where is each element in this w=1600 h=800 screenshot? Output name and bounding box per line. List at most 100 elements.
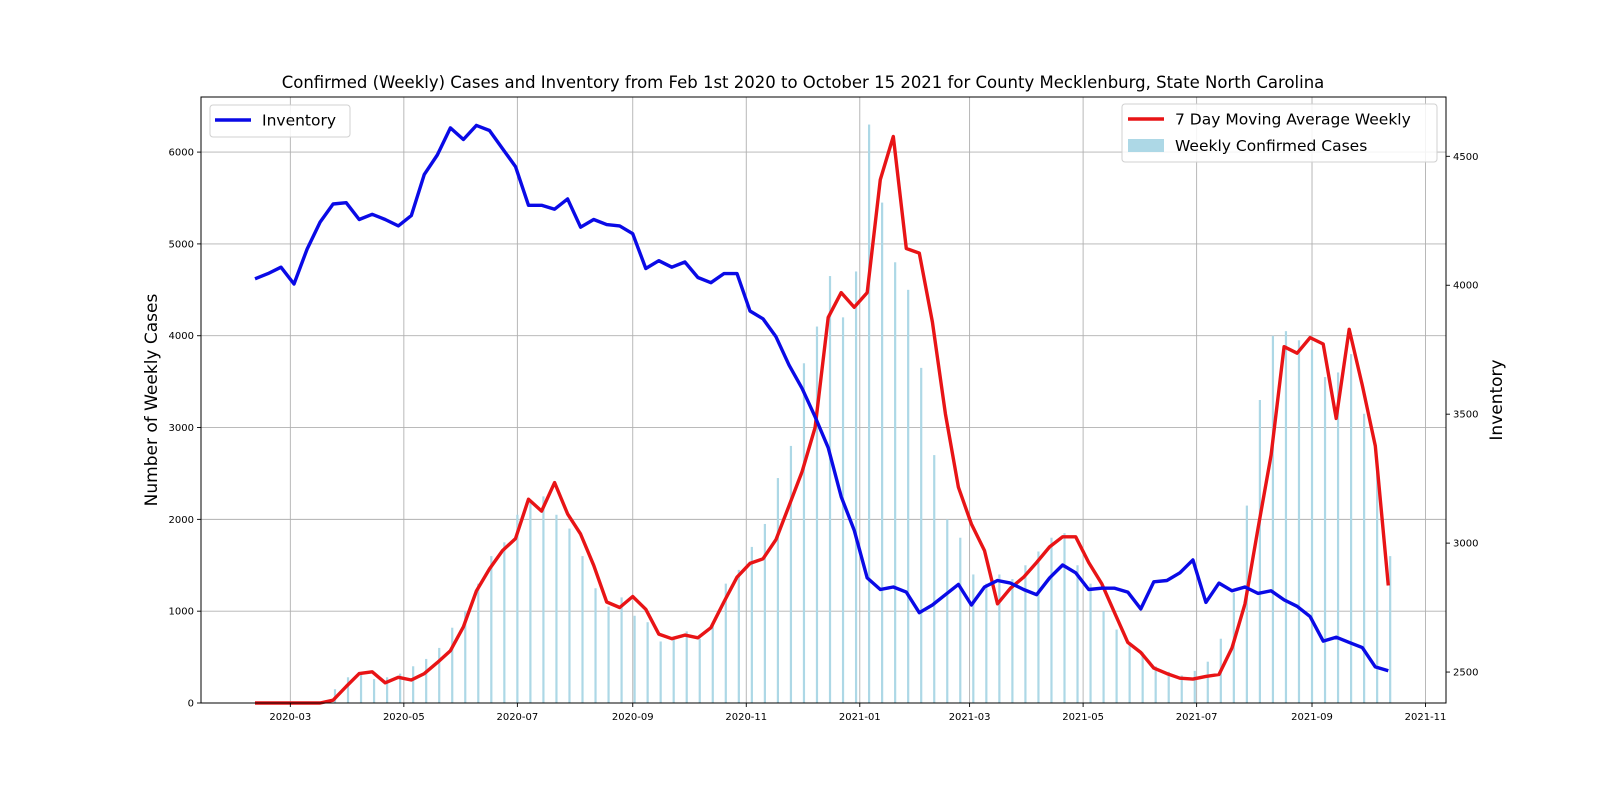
bar-weekly-confirmed-cases: [1284, 331, 1288, 703]
bar-weekly-confirmed-cases: [998, 574, 1001, 703]
bar-weekly-confirmed-cases: [763, 523, 766, 703]
bar-weekly-confirmed-cases: [685, 631, 688, 703]
bar-weekly-confirmed-cases: [1167, 671, 1170, 703]
bar-weekly-confirmed-cases: [1063, 533, 1066, 703]
bar-weekly-confirmed-cases: [1180, 675, 1183, 703]
bar-weekly-confirmed-cases: [698, 638, 701, 703]
bar-weekly-confirmed-cases: [881, 202, 884, 703]
x-tick-label: 2021-01: [839, 712, 881, 723]
x-tick-label: 2020-09: [612, 712, 654, 723]
bar-weekly-confirmed-cases: [1128, 643, 1131, 703]
bar-weekly-confirmed-cases: [1076, 565, 1079, 703]
bar-weekly-confirmed-cases: [1245, 505, 1248, 703]
bar-weekly-confirmed-cases: [372, 679, 376, 703]
bar-weekly-confirmed-cases: [828, 276, 832, 703]
y-tick-label-left: 6000: [169, 148, 194, 159]
bar-weekly-confirmed-cases: [1154, 666, 1157, 703]
bar-weekly-confirmed-cases: [1363, 413, 1366, 703]
bar-weekly-confirmed-cases: [1336, 372, 1340, 703]
bar-weekly-confirmed-cases: [920, 367, 923, 703]
bar-weekly-confirmed-cases: [1050, 537, 1053, 703]
x-tick-label: 2021-11: [1405, 712, 1447, 723]
x-tick-label: 2020-05: [383, 712, 425, 723]
legend-label-weekly-cases: Weekly Confirmed Cases: [1175, 137, 1367, 155]
inventory-line: [254, 123, 1389, 673]
bar-weekly-confirmed-cases: [568, 528, 571, 703]
x-tick-label: 2021-09: [1291, 712, 1333, 723]
bar-weekly-confirmed-cases: [1376, 464, 1379, 703]
bar-weekly-confirmed-cases: [1271, 335, 1275, 703]
moving-average-line: [255, 134, 1390, 705]
bar-weekly-confirmed-cases: [1310, 349, 1314, 703]
tick-layer: 2020-03 2020-05 2020-07 2020-09 2020-11 2021-…: [169, 148, 1479, 723]
bar-weekly-confirmed-cases: [1232, 592, 1235, 703]
bar-weekly-confirmed-cases: [815, 326, 819, 703]
bar-weekly-confirmed-cases: [581, 556, 584, 703]
bar-weekly-confirmed-cases: [385, 677, 389, 703]
bar-weekly-confirmed-cases: [1115, 629, 1118, 703]
bar-weekly-confirmed-cases: [854, 271, 858, 703]
legend-left: Inventory: [209, 104, 351, 138]
bar-weekly-confirmed-cases: [477, 583, 480, 703]
bar-weekly-confirmed-cases: [542, 496, 545, 703]
bar-weekly-confirmed-cases: [503, 542, 506, 703]
bar-weekly-confirmed-cases: [464, 611, 467, 703]
bar-weekly-confirmed-cases: [451, 627, 454, 703]
bar-weekly-confirmed-cases: [1193, 670, 1196, 703]
x-tick-label: 2020-11: [725, 712, 767, 723]
bar-weekly-confirmed-cases: [594, 588, 597, 703]
bar-weekly-confirmed-cases: [1297, 340, 1301, 703]
bar-weekly-confirmed-cases: [867, 124, 871, 703]
bar-weekly-confirmed-cases: [425, 658, 428, 703]
plot-frame: [200, 96, 1447, 704]
bar-weekly-confirmed-cases: [1024, 565, 1027, 703]
legend-right: 7 Day Moving Average Weekly Weekly Confir…: [1121, 103, 1438, 163]
bar-weekly-confirmed-cases: [412, 666, 415, 703]
y-tick-label-left: 0: [188, 699, 194, 710]
y-tick-label-left: 3000: [169, 423, 194, 434]
bar-weekly-confirmed-cases: [802, 363, 806, 703]
legend-box: [209, 104, 351, 138]
bar-weekly-confirmed-cases: [659, 641, 662, 703]
chart-title: Confirmed (Weekly) Cases and Inventory f…: [282, 73, 1325, 92]
line-layer: [254, 123, 1390, 705]
y-tick-label-right: 3000: [1453, 539, 1478, 550]
bar-weekly-confirmed-cases: [959, 537, 962, 703]
bar-weekly-confirmed-cases: [646, 622, 649, 703]
bar-weekly-confirmed-cases: [607, 606, 610, 703]
bar-weekly-confirmed-cases: [985, 583, 988, 703]
bar-weekly-confirmed-cases: [750, 546, 753, 703]
bar-weekly-confirmed-cases: [737, 569, 740, 703]
y-axis-label-right: Inventory: [1487, 359, 1507, 440]
x-tick-label: 2021-03: [949, 712, 991, 723]
legend-box: [1121, 103, 1438, 163]
bar-weekly-confirmed-cases: [359, 672, 363, 703]
bar-weekly-confirmed-cases: [672, 639, 675, 703]
bar-weekly-confirmed-cases: [516, 514, 519, 703]
bar-weekly-confirmed-cases: [972, 574, 975, 703]
y-tick-label-right: 4000: [1453, 281, 1478, 292]
bar-weekly-confirmed-cases: [711, 624, 714, 703]
bar-weekly-confirmed-cases: [907, 289, 910, 703]
bar-weekly-confirmed-cases: [789, 445, 793, 703]
y-tick-label-right: 4500: [1453, 152, 1478, 163]
bar-weekly-confirmed-cases: [1037, 551, 1040, 703]
bar-weekly-confirmed-cases: [555, 514, 558, 703]
x-tick-label: 2021-05: [1062, 712, 1104, 723]
bar-weekly-confirmed-cases: [1349, 354, 1353, 703]
bar-weekly-confirmed-cases: [1323, 377, 1327, 703]
legend-swatch-weekly-cases: [1128, 139, 1164, 152]
plot-border: [200, 96, 1447, 704]
x-tick-label: 2021-07: [1176, 712, 1218, 723]
bar-weekly-confirmed-cases: [633, 615, 636, 703]
bar-weekly-confirmed-cases: [841, 317, 845, 703]
bar-weekly-confirmed-cases: [346, 677, 350, 703]
y-tick-label-right: 2500: [1453, 668, 1478, 679]
y-tick-label-left: 1000: [169, 607, 194, 618]
bar-weekly-confirmed-cases: [894, 262, 897, 703]
bar-weekly-confirmed-cases: [529, 501, 532, 703]
bar-weekly-confirmed-cases: [1389, 556, 1392, 703]
bar-weekly-confirmed-cases: [1141, 652, 1144, 703]
legend-label-moving-average: 7 Day Moving Average Weekly: [1175, 111, 1411, 129]
